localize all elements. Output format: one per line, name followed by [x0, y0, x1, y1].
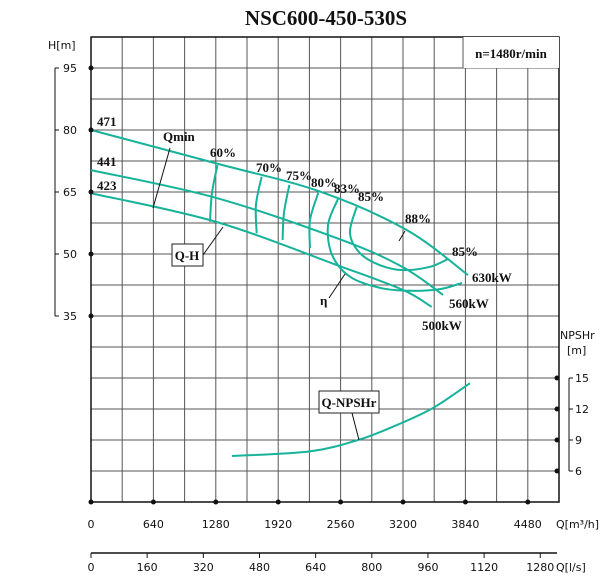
x-tick-label: 0 [88, 518, 95, 531]
power-label-630: 630kW [472, 270, 512, 285]
y-tick-dot [88, 127, 94, 133]
x2-axis-label: Q[l/s] [556, 561, 586, 574]
eff-label-88: 88% [405, 211, 431, 226]
x2-tick-label: 1120 [470, 561, 498, 574]
y2-tick-dot [554, 437, 560, 443]
y2-tick-dot [554, 406, 560, 412]
diam-label-423: 423 [97, 178, 117, 193]
eff-label-83: 83% [334, 181, 360, 196]
pointer-lines [152, 147, 406, 441]
eff-label-60: 60% [210, 145, 236, 160]
x-tick-dot [150, 499, 156, 505]
x-tick-label: 2560 [327, 518, 355, 531]
x-tick-dot [338, 499, 344, 505]
diam-label-441: 441 [97, 154, 117, 169]
plot-frame [90, 36, 560, 503]
qmin-label: Qmin [163, 129, 196, 144]
y2-tick-dot [554, 375, 560, 381]
npsh-label-box [318, 390, 380, 414]
qh-curve-441 [90, 169, 444, 296]
efficiency-contour-60 [208, 164, 219, 222]
y2-tick-label: 12 [575, 403, 589, 416]
eff-label-70: 70% [256, 160, 282, 175]
y-tick-label: 65 [63, 186, 77, 199]
y-tick-label: 50 [63, 248, 77, 261]
eff-label-75: 75% [286, 168, 312, 183]
power-label-560: 560kW [449, 296, 489, 311]
curves [90, 129, 471, 458]
npsh-pointer [351, 412, 360, 441]
x-axis-label: Q[m³/h] [556, 518, 599, 531]
y2-tick-label: 9 [575, 434, 582, 447]
x-tick-dot [462, 499, 468, 505]
x2-tick-label: 960 [417, 561, 438, 574]
y2-tick-label: 6 [575, 465, 582, 478]
y-tick-label: 80 [63, 124, 77, 137]
y2-axis-label-2: [m] [567, 344, 586, 357]
x-tick-dot [88, 499, 94, 505]
x2-tick-label: 160 [137, 561, 158, 574]
efficiency-contour-80 [308, 192, 320, 249]
x-tick-label: 1920 [264, 518, 292, 531]
y-tick-dot [88, 65, 94, 71]
x2-tick-label: 480 [249, 561, 270, 574]
speed-box [463, 37, 559, 68]
y-tick-dot [88, 189, 94, 195]
npsh-label: Q-NPSHr [322, 395, 377, 410]
qh-curve-471 [90, 129, 469, 276]
x-tick-label: 1280 [202, 518, 230, 531]
qh-curve-423 [90, 192, 433, 308]
x-tick-label: 3840 [451, 518, 479, 531]
npsh-curve [231, 382, 471, 458]
y2-tick-label: 15 [575, 372, 589, 385]
y-tick-label: 95 [63, 62, 77, 75]
x2-tick-label: 1280 [526, 561, 554, 574]
x-tick-label: 640 [143, 518, 164, 531]
speed-label: n=1480r/min [475, 46, 547, 61]
x2-tick-label: 0 [88, 561, 95, 574]
x2-tick-label: 800 [361, 561, 382, 574]
y2-axis-label-1: NPSHr [560, 329, 595, 342]
chart-title: NSC600-450-530S [245, 6, 407, 30]
efficiency-contour-75 [281, 184, 291, 240]
x-tick-label: 4480 [514, 518, 542, 531]
x2-tick-label: 640 [305, 561, 326, 574]
eff-label-85-right: 85% [452, 244, 478, 259]
qh-label: Q-H [175, 248, 200, 263]
x-tick-dot [525, 499, 531, 505]
efficiency-contour-70 [254, 176, 263, 234]
eff88-pointer [398, 230, 406, 242]
power-label-500: 500kW [422, 318, 462, 333]
y-axis-label: H[m] [48, 39, 76, 52]
x-tick-dot [213, 499, 219, 505]
eff-label-85: 85% [358, 189, 384, 204]
efficiency-contour-83 [326, 198, 463, 292]
x-tick-dot [275, 499, 281, 505]
qh-pointer [202, 226, 224, 256]
efficiency-contour-85 [348, 206, 449, 272]
y-tick-dot [88, 313, 94, 319]
eta-pointer [328, 273, 346, 299]
diam-label-471: 471 [97, 114, 117, 129]
x-tick-label: 3200 [389, 518, 417, 531]
y2-tick-dot [554, 468, 560, 474]
y-tick-dot [88, 251, 94, 257]
eta-label: η [320, 293, 327, 308]
x-tick-dot [400, 499, 406, 505]
qmin-pointer [152, 147, 171, 209]
x2-tick-label: 320 [193, 561, 214, 574]
y-tick-label: 35 [63, 310, 77, 323]
eff-label-80: 80% [311, 175, 337, 190]
